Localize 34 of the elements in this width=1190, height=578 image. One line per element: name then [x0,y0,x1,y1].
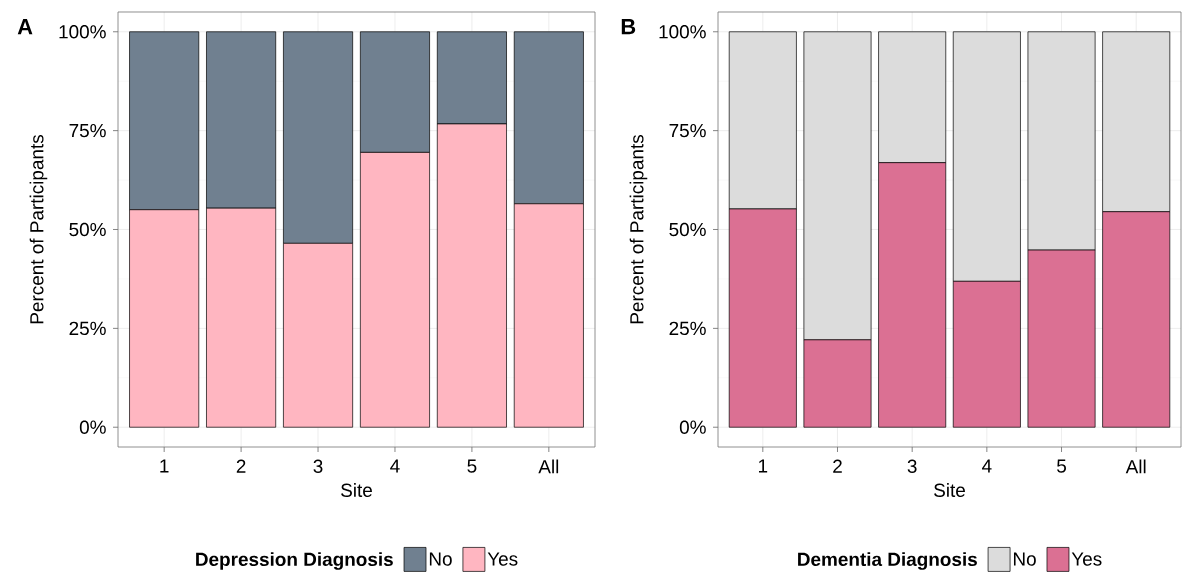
x-tick-label: 4 [982,459,992,473]
legend-title: Depression Diagnosis [196,552,393,570]
chart-title: A [17,19,33,35]
y-tick-label: 75% [669,123,706,138]
x-tick-label: 2 [833,459,842,473]
legend-label: No [1013,552,1036,566]
x-axis-title: Site [934,483,965,497]
x-tick-label: All [538,459,559,474]
legend-title: Dementia Diagnosis [798,552,977,570]
y-axis-title: Percent of Participants [629,134,648,324]
x-tick-label: 1 [160,459,169,473]
y-tick-label: 25% [69,321,106,336]
y-tick-label: 100% [659,25,706,39]
legend-label: Yes [1071,552,1102,566]
x-tick-label: 1 [758,459,768,473]
x-axis-title: Site [341,483,372,497]
y-tick-label: 0% [79,420,106,434]
x-tick-label: 3 [313,459,323,473]
y-tick-label: 25% [669,321,706,336]
y-tick-label: 50% [669,222,706,237]
y-tick-label: 50% [69,222,106,237]
legend-label: No [429,552,452,566]
y-tick-label: 100% [59,25,106,39]
x-tick-label: 5 [1057,459,1066,473]
x-tick-label: 3 [907,459,917,473]
y-tick-label: 75% [69,123,106,138]
legend-label: Yes [487,552,518,566]
x-tick-label: 4 [390,459,400,473]
y-axis-title: Percent of Participants [29,134,48,324]
chart-title: B [621,19,636,35]
x-tick-label: 5 [467,459,477,473]
x-tick-label: All [1125,459,1146,474]
y-tick-label: 0% [679,420,706,434]
x-tick-label: 2 [236,459,246,473]
